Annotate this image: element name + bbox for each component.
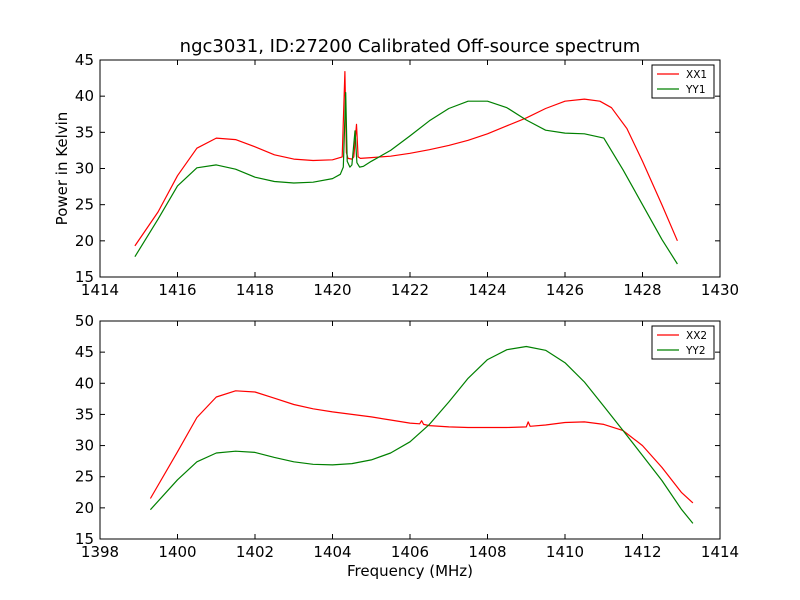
x-tick-label: 1420 — [313, 281, 351, 299]
x-tick-label: 1402 — [236, 543, 274, 561]
y-tick-label: 40 — [75, 87, 94, 105]
x-tick-label: 1398 — [81, 543, 119, 561]
x-tick-label: 1430 — [701, 281, 739, 299]
y-tick-label: 35 — [75, 405, 94, 423]
x-tick-label: 1412 — [623, 543, 661, 561]
x-tick-label: 1424 — [468, 281, 506, 299]
y-tick-label: 15 — [75, 530, 94, 548]
top-plot-xx1-yy1: 1414 1416 1418 1420 1422 1424 1426 1428 1430 15 20… — [53, 51, 739, 299]
x-tick-label: 1422 — [391, 281, 429, 299]
x-tick-label: 1410 — [546, 543, 584, 561]
x-tick-label: 1414 — [81, 281, 119, 299]
y-tick-label: 25 — [75, 196, 94, 214]
x-tick-label: 1426 — [546, 281, 584, 299]
x-tick-label: 1418 — [236, 281, 274, 299]
legend-label-xx1: XX1 — [686, 69, 707, 81]
legend-label-xx2: XX2 — [686, 330, 707, 342]
x-axis-label: Frequency (MHz) — [347, 562, 473, 580]
y-tick-label: 45 — [75, 51, 94, 69]
y-tick-label: 20 — [75, 232, 94, 250]
x-tick-label: 1400 — [158, 543, 196, 561]
x-tick-label: 1404 — [313, 543, 351, 561]
y-tick-label: 30 — [75, 437, 94, 455]
y-tick-label: 20 — [75, 499, 94, 517]
legend-box — [651, 64, 715, 99]
y-tick-label: 30 — [75, 160, 94, 178]
series-line-xx1 — [134, 70, 678, 247]
series-line-yy1 — [134, 91, 678, 265]
legend-label-yy1: YY1 — [685, 84, 706, 96]
y-tick-label: 40 — [75, 374, 94, 392]
legend-label-yy2: YY2 — [685, 345, 706, 357]
bottom-plot-xx2-yy2: 1398 1400 1402 1404 1406 1408 1410 1412 1414 15 20… — [75, 312, 739, 580]
x-tick-label: 1414 — [701, 543, 739, 561]
plot-frame — [99, 59, 721, 278]
x-tick-label: 1406 — [391, 543, 429, 561]
x-tick-label: 1416 — [158, 281, 196, 299]
figure-title: ngc3031, ID:27200 Calibrated Off-source … — [180, 36, 641, 57]
y-tick-label: 25 — [75, 468, 94, 486]
series-line-xx2 — [149, 390, 694, 504]
x-tick-label: 1408 — [468, 543, 506, 561]
y-tick-label: 45 — [75, 343, 94, 361]
y-tick-label: 50 — [75, 312, 94, 330]
plot-frame — [99, 320, 721, 540]
y-axis-label: Power in Kelvin — [53, 112, 71, 226]
y-tick-label: 15 — [75, 268, 94, 286]
series-line-yy2 — [149, 345, 694, 524]
legend-box — [651, 325, 715, 360]
x-tick-label: 1428 — [623, 281, 661, 299]
y-tick-label: 35 — [75, 123, 94, 141]
